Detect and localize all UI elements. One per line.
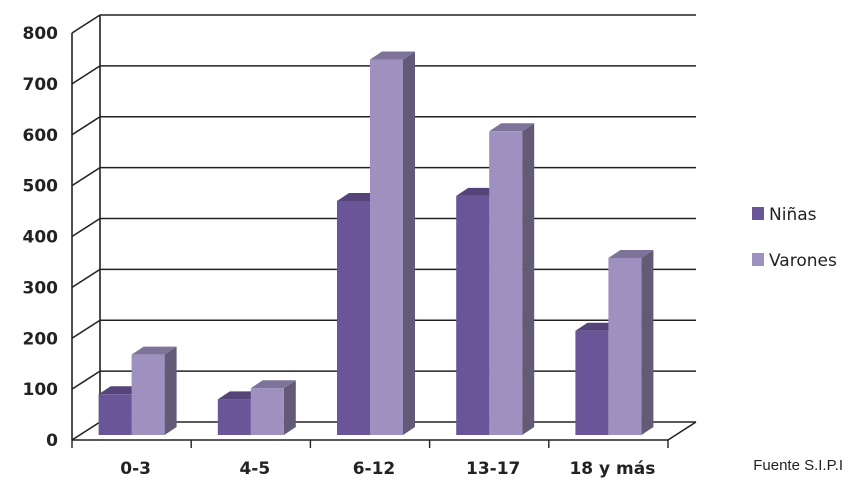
x-axis-ticks: 0-3 4-5 6-12 13-17 18 y más (120, 459, 655, 479)
gridline-wall (71, 268, 101, 289)
x-tick-label: 6-12 (353, 459, 396, 479)
bar-side (164, 346, 177, 435)
chart-axes (71, 15, 697, 448)
legend: Niñas Varones (752, 205, 837, 271)
y-tick-label: 300 (23, 278, 59, 298)
bar-varones (250, 380, 296, 435)
bar-varones (608, 249, 654, 435)
bar-front (250, 388, 284, 435)
x-tick-label: 13-17 (466, 459, 520, 479)
bar-front (337, 200, 370, 435)
gridline-wall (71, 217, 101, 238)
bar-front (608, 257, 642, 435)
y-tick-label: 800 (23, 24, 59, 44)
gridline-wall (71, 166, 101, 187)
bar-front (98, 394, 132, 435)
gridline-wall (71, 319, 101, 339)
bar-varones (489, 123, 535, 436)
gridline-wall (71, 116, 101, 136)
source-note: Fuente S.I.P.I (753, 457, 843, 474)
bar-front (575, 330, 609, 435)
legend-swatch-ninas (752, 207, 764, 220)
bar-side (403, 51, 415, 435)
bar-varones (370, 51, 415, 435)
bar-front (217, 399, 251, 435)
bar-top (250, 380, 296, 389)
bar-top (608, 249, 654, 258)
legend-label-varones: Varones (769, 251, 837, 271)
bar-side (522, 123, 535, 436)
bar-varones (131, 346, 177, 435)
bar-side (641, 249, 654, 435)
y-tick-label: 500 (23, 177, 59, 197)
gridline-wall (71, 14, 101, 34)
bar-top (370, 51, 415, 60)
gridline-wall (71, 421, 101, 441)
y-tick-label: 0 (46, 431, 58, 451)
y-tick-label: 700 (23, 75, 59, 95)
bar-front (489, 131, 523, 435)
legend-label-ninas: Niñas (769, 205, 817, 225)
bar-top (489, 123, 535, 132)
y-axis-ticks: 0 100 200 300 400 500 600 700 800 (23, 24, 59, 451)
bar-front (456, 195, 490, 435)
legend-swatch-varones (752, 253, 764, 266)
bar-top (131, 346, 177, 355)
x-tick-label: 4-5 (239, 459, 270, 479)
bar-front (370, 59, 403, 435)
x-tick-label: 18 y más (569, 459, 655, 479)
gridline-wall (71, 370, 101, 390)
y-tick-label: 400 (23, 228, 59, 248)
x-tick-label: 0-3 (120, 459, 151, 479)
chart-bars (98, 51, 654, 436)
gridline-wall (71, 65, 101, 85)
floor-edge (667, 421, 697, 441)
bar-side (283, 380, 296, 435)
y-tick-label: 100 (23, 380, 59, 400)
y-tick-label: 200 (23, 329, 59, 349)
y-tick-label: 600 (23, 126, 59, 146)
bar-front (131, 354, 165, 435)
